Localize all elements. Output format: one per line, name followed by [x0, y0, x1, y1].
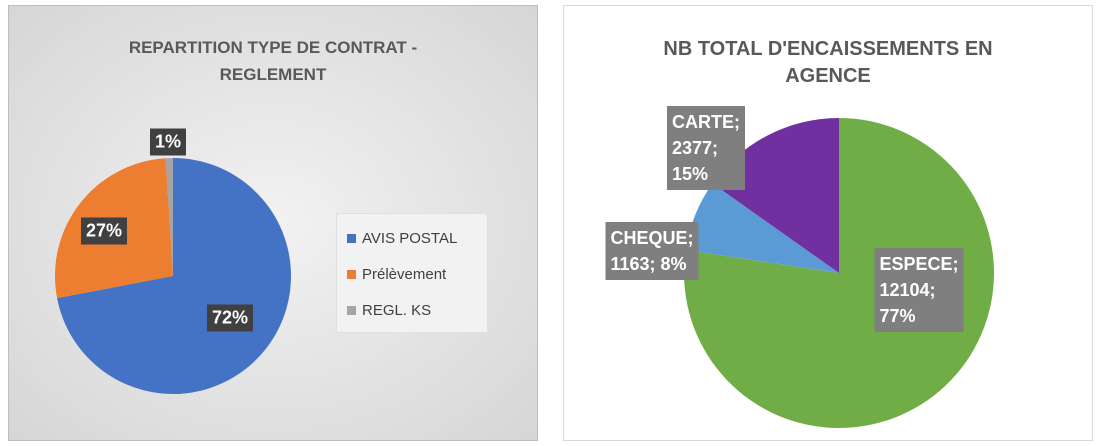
legend-label: AVIS POSTAL — [362, 230, 458, 247]
data-label: 27% — [80, 217, 128, 245]
legend-swatch — [347, 270, 356, 279]
legend-swatch — [347, 234, 356, 243]
data-label: 72% — [206, 304, 254, 332]
data-label: CHEQUE; 1163; 8% — [605, 222, 699, 280]
legend: AVIS POSTAL Prélèvement REGL. KS — [336, 213, 488, 333]
pie-slice — [165, 158, 173, 276]
legend-item: REGL. KS — [347, 302, 431, 319]
data-label: 1% — [149, 128, 187, 156]
chart-panel: REPARTITION TYPE DE CONTRAT - REGLEMENT … — [8, 5, 538, 441]
chart-title: REPARTITION TYPE DE CONTRAT - REGLEMENT — [128, 38, 418, 84]
pie — [684, 118, 994, 428]
data-label: CARTE; 2377; 15% — [667, 106, 745, 190]
chart-title: NB TOTAL D'ENCAISSEMENTS EN AGENCE — [663, 38, 993, 87]
pie-slice — [685, 183, 839, 273]
data-label: ESPECE; 12104; 77% — [874, 248, 964, 332]
legend-item: AVIS POSTAL — [347, 230, 457, 247]
legend-label: REGL. KS — [362, 302, 432, 319]
legend-item: Prélèvement — [347, 266, 446, 283]
pie-slice — [57, 158, 292, 394]
chart-panel: NB TOTAL D'ENCAISSEMENTS EN AGENCE ESPEC… — [563, 5, 1093, 441]
legend-swatch — [347, 306, 356, 315]
legend-label: Prélèvement — [362, 266, 447, 283]
